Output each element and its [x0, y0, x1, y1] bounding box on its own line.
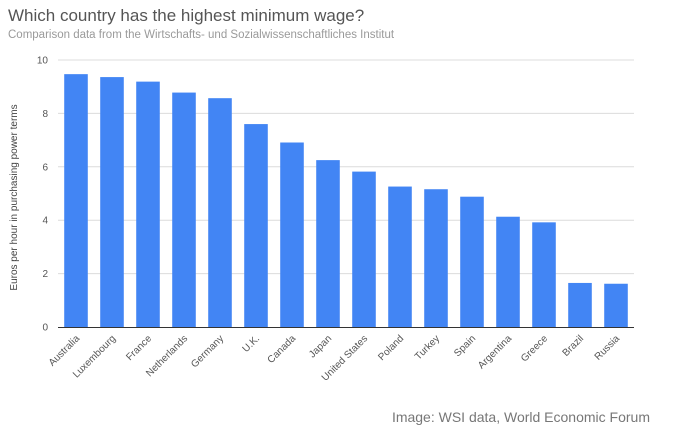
x-tick-label: Poland	[376, 333, 406, 363]
x-tick-label: Japan	[307, 333, 334, 360]
y-tick-label: 8	[42, 109, 48, 120]
bar-turkey	[424, 189, 448, 327]
bar-argentina	[496, 216, 520, 327]
y-axis-ticks: 0 2 4 6 8 10	[37, 56, 49, 334]
bar-spain	[460, 196, 484, 327]
bar-germany	[208, 98, 232, 327]
bar-united-states	[352, 171, 376, 327]
x-tick-label: Brazil	[561, 333, 586, 358]
bar-france	[136, 81, 160, 327]
x-tick-label: U.K.	[241, 333, 263, 355]
bars	[64, 74, 628, 327]
bar-australia	[64, 74, 88, 327]
x-tick-label: Argentina	[476, 333, 514, 371]
bar-netherlands	[172, 92, 196, 327]
bar-japan	[316, 160, 340, 327]
bar-poland	[388, 186, 412, 327]
x-tick-label: Greece	[519, 333, 550, 364]
bar-brazil	[568, 282, 592, 327]
x-tick-label: Australia	[47, 333, 83, 369]
x-tick-label: Russia	[593, 333, 623, 363]
chart-title: Which country has the highest minimum wa…	[8, 6, 365, 25]
bar-russia	[604, 283, 628, 327]
y-tick-label: 10	[37, 56, 49, 67]
y-tick-label: 6	[42, 162, 48, 173]
x-tick-label: Germany	[189, 333, 226, 370]
x-tick-label: Canada	[266, 333, 299, 366]
chart-subtitle: Comparison data from the Wirtschafts- un…	[8, 29, 395, 41]
y-tick-label: 2	[42, 269, 48, 280]
source-credit: Image: WSI data, World Economic Forum	[391, 409, 650, 425]
y-tick-label: 4	[42, 216, 48, 227]
x-tick-label: Turkey	[413, 333, 442, 362]
y-tick-label: 0	[42, 323, 48, 334]
y-axis-label: Euros per hour in purchasing power terms	[9, 104, 20, 290]
bar-u-k	[244, 124, 268, 327]
bar-greece	[532, 222, 556, 327]
bar-luxembourg	[100, 77, 124, 327]
x-tick-label: France	[124, 333, 154, 363]
bar-canada	[280, 142, 304, 327]
x-tick-label: Spain	[452, 333, 478, 359]
